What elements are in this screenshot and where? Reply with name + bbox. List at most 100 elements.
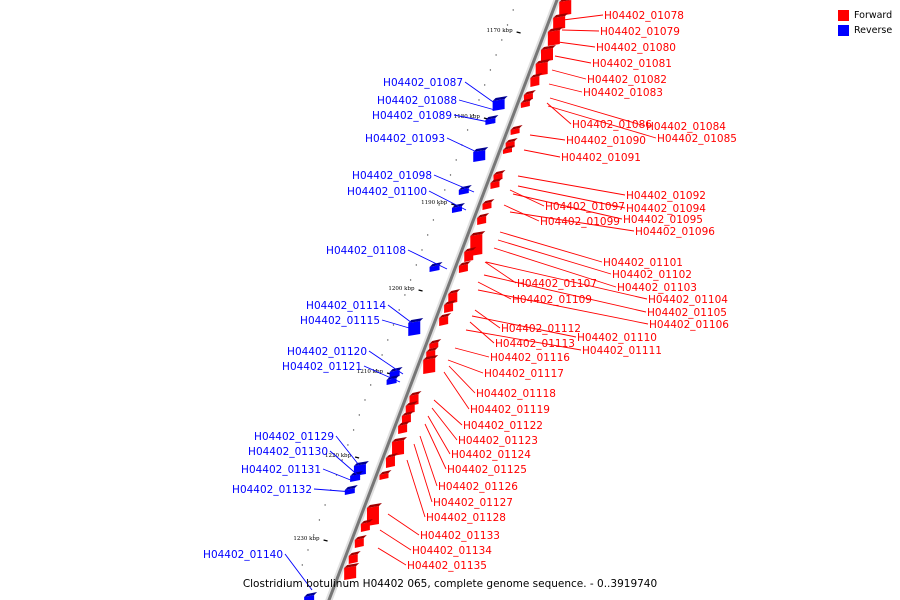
gene-feature[interactable] (354, 535, 367, 548)
gene-label-forward[interactable]: H04402_01111 (582, 345, 662, 357)
gene-feature[interactable] (470, 231, 486, 256)
gene-feature[interactable] (385, 453, 398, 468)
gene-label-forward[interactable]: H04402_01113 (495, 338, 575, 350)
gene-label-forward[interactable]: H04402_01078 (604, 10, 684, 22)
gene-label-forward[interactable]: H04402_01096 (635, 226, 715, 238)
gene-label-forward[interactable]: H04402_01112 (501, 323, 581, 335)
gene-label-forward[interactable]: H04402_01118 (476, 388, 556, 400)
gene-label-reverse[interactable]: H04402_01140 (203, 549, 283, 561)
gene-feature[interactable] (360, 519, 373, 532)
gene-feature[interactable] (379, 470, 392, 480)
gene-label-forward[interactable]: H04402_01109 (512, 294, 592, 306)
gene-label-forward[interactable]: H04402_01116 (490, 352, 570, 364)
gene-label-forward[interactable]: H04402_01117 (484, 368, 564, 380)
gene-label-reverse[interactable]: H04402_01120 (287, 346, 367, 358)
gene-label-forward[interactable]: H04402_01102 (612, 269, 692, 281)
gene-label-forward[interactable]: H04402_01079 (600, 26, 680, 38)
gene-label-reverse[interactable]: H04402_01088 (377, 95, 457, 107)
gene-label-forward[interactable]: H04402_01128 (426, 512, 506, 524)
gene-label-forward[interactable]: H04402_01133 (420, 530, 500, 542)
gene-label-reverse[interactable]: H04402_01098 (352, 170, 432, 182)
gene-label-reverse[interactable]: H04402_01131 (241, 464, 321, 476)
gene-feature[interactable] (492, 96, 508, 111)
gene-label-reverse[interactable]: H04402_01132 (232, 484, 312, 496)
gene-label-forward[interactable]: H04402_01126 (438, 481, 518, 493)
gene-feature[interactable] (541, 45, 556, 62)
gene-label-reverse[interactable]: H04402_01129 (254, 431, 334, 443)
gene-feature[interactable] (392, 437, 408, 456)
gene-feature[interactable] (510, 125, 523, 135)
gene-top (354, 535, 367, 540)
gene-face (429, 265, 440, 272)
gene-label-forward[interactable]: H04402_01123 (458, 435, 538, 447)
gene-label-reverse[interactable]: H04402_01100 (347, 186, 427, 198)
gene-feature[interactable] (344, 563, 360, 580)
gene-feature[interactable] (535, 59, 551, 76)
gene-label-forward[interactable]: H04402_01119 (470, 404, 550, 416)
gene-label-forward[interactable]: H04402_01127 (433, 497, 513, 509)
gene-label-forward[interactable]: H04402_01104 (648, 294, 728, 306)
gene-feature[interactable] (398, 421, 411, 434)
gene-feature[interactable] (444, 300, 457, 313)
gene-feature[interactable] (344, 485, 358, 495)
gene-feature[interactable] (553, 13, 569, 30)
gene-label-forward[interactable]: H04402_01092 (626, 190, 706, 202)
gene-feature[interactable] (348, 551, 361, 564)
gene-face (360, 522, 370, 532)
gene-feature[interactable] (490, 178, 503, 189)
gene-label-forward[interactable]: H04402_01095 (623, 214, 703, 226)
gene-feature[interactable] (503, 145, 515, 154)
gene-label-forward[interactable]: H04402_01135 (407, 560, 487, 572)
gene-feature[interactable] (559, 0, 574, 16)
gene-label-forward[interactable]: H04402_01101 (603, 257, 683, 269)
gene-label-reverse[interactable]: H04402_01114 (306, 300, 386, 312)
gene-feature[interactable] (429, 262, 443, 272)
gene-label-forward[interactable]: H04402_01105 (647, 307, 727, 319)
gene-label-forward[interactable]: H04402_01125 (447, 464, 527, 476)
gene-label-reverse[interactable]: H04402_01115 (300, 315, 380, 327)
gene-feature[interactable] (408, 318, 424, 336)
gene-label-reverse[interactable]: H04402_01108 (326, 245, 406, 257)
gene-feature[interactable] (304, 592, 318, 600)
gene-feature[interactable] (477, 213, 490, 225)
gene-feature[interactable] (451, 203, 465, 213)
gene-label-forward[interactable]: H04402_01080 (596, 42, 676, 54)
gene-label-reverse[interactable]: H04402_01087 (383, 77, 463, 89)
gene-label-forward[interactable]: H04402_01094 (626, 203, 706, 215)
gene-label-reverse[interactable]: H04402_01121 (282, 361, 362, 373)
gene-label-forward[interactable]: H04402_01084 (646, 121, 726, 133)
gene-label-forward[interactable]: H04402_01099 (540, 216, 620, 228)
gene-label-reverse[interactable]: H04402_01093 (365, 133, 445, 145)
gene-label-forward[interactable]: H04402_01097 (545, 201, 625, 213)
gene-feature[interactable] (439, 313, 452, 326)
gene-label-forward[interactable]: H04402_01083 (583, 87, 663, 99)
gene-feature[interactable] (429, 339, 442, 349)
gene-label-forward[interactable]: H04402_01134 (412, 545, 492, 557)
gene-feature[interactable] (547, 27, 563, 46)
gene-label-forward[interactable]: H04402_01090 (566, 135, 646, 147)
gene-feature[interactable] (458, 261, 471, 273)
gene-feature[interactable] (485, 115, 499, 125)
gene-label-reverse[interactable]: H04402_01130 (248, 446, 328, 458)
gene-label-forward[interactable]: H04402_01107 (517, 278, 597, 290)
gene-label-forward[interactable]: H04402_01091 (561, 152, 641, 164)
gene-label-reverse[interactable]: H04402_01089 (372, 110, 452, 122)
gene-label-forward[interactable]: H04402_01106 (649, 319, 729, 331)
gene-label-forward[interactable]: H04402_01082 (587, 74, 667, 86)
gene-feature[interactable] (458, 185, 472, 195)
gene-feature[interactable] (520, 98, 533, 108)
gene-label-forward[interactable]: H04402_01081 (592, 58, 672, 70)
gene-feature[interactable] (464, 247, 477, 262)
gene-feature[interactable] (482, 199, 495, 210)
guide-dot (444, 189, 446, 191)
gene-top (408, 318, 424, 323)
gene-feature[interactable] (423, 355, 439, 374)
gene-feature[interactable] (530, 73, 543, 87)
gene-label-forward[interactable]: H04402_01085 (657, 133, 737, 145)
guide-dot (478, 99, 480, 101)
gene-label-forward[interactable]: H04402_01124 (451, 449, 531, 461)
gene-label-forward[interactable]: H04402_01103 (617, 282, 697, 294)
gene-label-forward[interactable]: H04402_01110 (577, 332, 657, 344)
gene-label-forward[interactable]: H04402_01122 (463, 420, 543, 432)
gene-feature[interactable] (473, 147, 489, 162)
